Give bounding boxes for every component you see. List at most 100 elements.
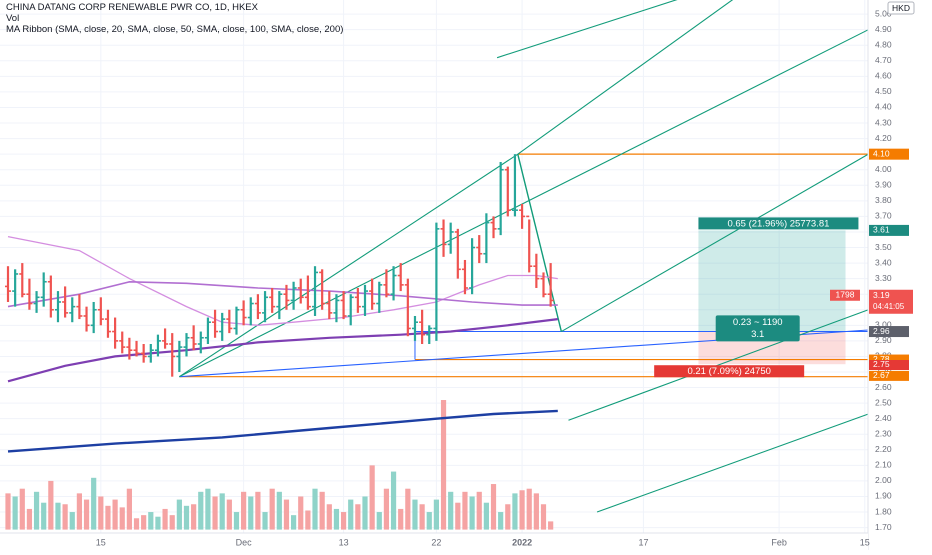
- volume-bar: [519, 490, 525, 530]
- y-tick-label: 3.70: [875, 211, 892, 221]
- volume-bar: [469, 496, 475, 530]
- flag-label-bg: [830, 289, 860, 301]
- currency-label: HKD: [892, 3, 910, 13]
- candle: [54, 291, 61, 323]
- candle: [176, 340, 183, 372]
- x-tick-label: 22: [431, 537, 441, 547]
- y-tick-label: 4.00: [875, 164, 892, 174]
- volume-bar: [105, 505, 111, 530]
- candle: [154, 334, 161, 357]
- pitchfork-upper-line: [517, 0, 734, 155]
- y-tick-label: 3.50: [875, 242, 892, 252]
- measure-line-1: 0.23 ~ 1190: [733, 317, 783, 328]
- volume-indicator-label[interactable]: Vol: [6, 13, 20, 24]
- y-tick-label: 1.90: [875, 491, 892, 501]
- candle: [469, 238, 476, 295]
- x-tick-label: 13: [339, 537, 349, 547]
- candle: [390, 266, 397, 301]
- candle: [476, 235, 483, 264]
- candle: [33, 291, 40, 313]
- candle: [62, 286, 69, 318]
- y-tick-label: 3.40: [875, 257, 892, 267]
- candle: [304, 275, 311, 310]
- volume-bar: [440, 400, 447, 530]
- volume-bar: [226, 499, 232, 530]
- candle: [212, 309, 219, 338]
- candle: [197, 331, 204, 354]
- price-tag-low-bg: [869, 370, 909, 381]
- y-tick-label: 2.20: [875, 444, 892, 454]
- volume-bar: [426, 512, 432, 530]
- position-profit-zone: [698, 230, 846, 332]
- volume-bar: [340, 512, 347, 530]
- volume-bar: [362, 496, 368, 530]
- position-target-label: 0.65 (21.96%) 25773.81: [727, 218, 829, 229]
- candle: [433, 222, 440, 341]
- volume-bar: [183, 505, 190, 530]
- y-tick-label: 3.30: [875, 273, 892, 283]
- volume-bar: [148, 512, 154, 530]
- volume-bar: [376, 512, 382, 530]
- y-tick-label: 2.60: [875, 382, 892, 392]
- volume-bar: [219, 493, 225, 530]
- volume-bar: [448, 491, 454, 530]
- candle: [190, 325, 197, 351]
- candle: [297, 278, 304, 304]
- volume-bar: [398, 508, 404, 530]
- volume-bar: [12, 496, 18, 530]
- candle: [5, 266, 11, 302]
- pitchfork-extra-line-2: [596, 413, 869, 513]
- position-target-label-bg: [698, 217, 859, 230]
- pitchfork-extra-line-1: [568, 309, 869, 421]
- y-tick-label: 4.80: [875, 39, 892, 49]
- candle: [326, 291, 333, 320]
- candle: [269, 287, 276, 313]
- volume-bar: [305, 510, 311, 530]
- candle: [226, 309, 233, 334]
- y-tick-label: 2.50: [875, 397, 892, 407]
- pitchfork-lower-line: [561, 153, 869, 333]
- candle: [376, 281, 383, 313]
- price-tag-mid: 2.78: [873, 354, 890, 364]
- measure-line-2: 3.1: [751, 329, 764, 340]
- volume-bar: [133, 518, 140, 530]
- y-tick-label: 2.30: [875, 428, 892, 438]
- candle: [490, 216, 497, 239]
- candle: [290, 281, 297, 310]
- volume-bar: [419, 504, 425, 530]
- ma-ribbon-label[interactable]: MA Ribbon (SMA, close, 20, SMA, close, 5…: [6, 24, 344, 35]
- volume-bar: [526, 488, 532, 530]
- symbol-title[interactable]: CHINA DATANG CORP RENEWABLE PWR CO, 1D, …: [6, 2, 258, 13]
- volume-bar: [540, 504, 547, 530]
- candle: [283, 284, 290, 310]
- y-tick-label: 5.00: [875, 8, 892, 18]
- candles: [5, 154, 554, 377]
- y-tick-label: 4.30: [875, 117, 892, 127]
- volume-bar: [26, 508, 33, 530]
- price-axis-bg: [868, 0, 932, 550]
- candle: [426, 325, 433, 344]
- volume-bar: [62, 504, 68, 530]
- volume-bar: [262, 512, 268, 530]
- time-axis-bg: [0, 533, 868, 550]
- candle: [504, 166, 511, 217]
- volume-bar: [283, 499, 290, 530]
- volume-bar: [76, 493, 82, 530]
- countdown-label: 04:41:05: [873, 302, 905, 311]
- candle: [547, 263, 554, 307]
- candle: [447, 222, 454, 254]
- volume-bar: [476, 491, 482, 530]
- flag-label: 1798: [836, 290, 855, 300]
- candle: [533, 253, 540, 288]
- volume-bar: [98, 496, 104, 530]
- pitchfork-prong-link: [517, 153, 563, 332]
- candle: [83, 306, 90, 332]
- volume-bar: [48, 480, 54, 530]
- candle: [519, 203, 526, 229]
- candle: [26, 278, 33, 310]
- candle: [526, 215, 533, 273]
- candle: [312, 266, 319, 316]
- volume-bar: [483, 502, 489, 530]
